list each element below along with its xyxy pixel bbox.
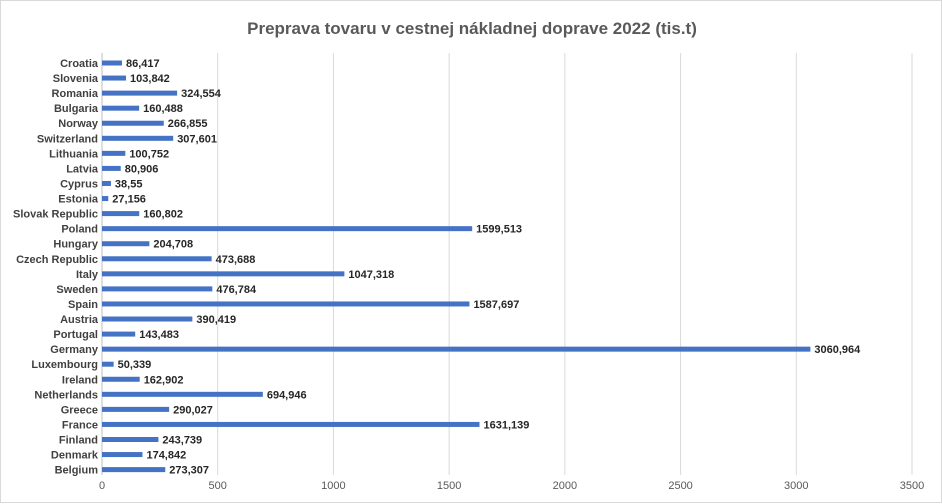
data-label: 1047,318 [348,269,394,281]
bar [102,241,150,247]
data-label: 3060,964 [814,344,861,356]
category-label: Ireland [62,374,98,386]
category-label: Switzerland [37,133,98,145]
bar [102,196,109,202]
x-tick-label: 3500 [900,480,924,492]
data-label: 266,855 [168,118,208,130]
bar [102,376,140,382]
data-label: 27,156 [112,194,146,206]
bar [102,135,174,141]
category-label: Finland [59,435,98,447]
category-label: Luxembourg [31,359,98,371]
data-label: 103,842 [130,73,170,85]
category-label: Austria [60,314,99,326]
category-label: Hungary [53,239,99,251]
bar [102,346,811,352]
data-label: 290,027 [173,404,213,416]
bar [102,467,166,473]
bar [102,286,213,292]
bar [102,150,126,156]
bar [102,406,170,412]
category-label: Estonia [58,194,99,206]
category-label: Croatia [60,58,99,70]
bar [102,316,193,322]
category-label: France [62,419,98,431]
x-tick-label: 500 [209,480,227,492]
x-tick-label: 0 [99,480,105,492]
bar [102,391,263,397]
category-label: Denmark [51,450,99,462]
x-tick-label: 3000 [784,480,808,492]
category-label: Lithuania [49,148,99,160]
data-label: 307,601 [177,133,217,145]
data-label: 50,339 [118,359,152,371]
data-label: 473,688 [216,254,256,266]
bar [102,361,114,367]
category-label: Poland [61,224,98,236]
bar [102,301,470,307]
category-label: Bulgaria [54,103,99,115]
category-label: Romania [52,88,99,100]
data-label: 1587,697 [473,299,519,311]
category-label: Greece [61,404,98,416]
data-label: 160,488 [143,103,183,115]
category-label: Italy [76,269,99,281]
bar [102,421,480,427]
category-label: Slovenia [53,73,99,85]
data-label: 160,802 [143,209,183,221]
bar [102,90,178,96]
data-label: 86,417 [126,58,160,70]
data-label: 162,902 [144,374,184,386]
data-label: 694,946 [267,389,307,401]
bar [102,120,164,126]
bar [102,75,127,81]
category-label: Germany [50,344,99,356]
data-label: 143,483 [139,329,179,341]
chart-title: Preprava tovaru v cestnej nákladnej dopr… [247,19,697,38]
data-label: 273,307 [169,465,209,477]
data-label: 1599,513 [476,224,522,236]
category-label: Portugal [53,329,98,341]
data-label: 38,55 [115,178,143,190]
x-tick-label: 1000 [321,480,345,492]
data-label: 100,752 [129,148,169,160]
data-label: 204,708 [153,239,193,251]
category-label: Norway [58,118,99,130]
data-label: 80,906 [125,163,159,175]
category-label: Cyprus [60,178,98,190]
data-label: 243,739 [162,435,202,447]
bar [102,165,121,171]
bar [102,271,345,277]
category-label: Belgium [55,465,99,477]
bar [102,331,136,337]
bar [102,211,140,217]
bar [102,226,473,232]
bar [102,60,122,66]
category-label: Sweden [56,284,98,296]
data-label: 324,554 [181,88,222,100]
bar [102,105,140,111]
bar [102,452,143,458]
x-tick-label: 1500 [437,480,461,492]
bar [102,437,159,442]
category-label: Latvia [66,163,99,175]
x-tick-label: 2500 [668,480,692,492]
category-label: Slovak Republic [13,209,98,221]
data-label: 476,784 [216,284,257,296]
bar [102,180,111,186]
data-label: 1631,139 [483,419,529,431]
category-label: Spain [68,299,98,311]
data-label: 390,419 [196,314,236,326]
category-label: Czech Republic [16,254,98,266]
x-tick-label: 2000 [553,480,577,492]
data-label: 174,842 [146,450,186,462]
category-label: Netherlands [34,389,98,401]
bar [102,256,212,262]
